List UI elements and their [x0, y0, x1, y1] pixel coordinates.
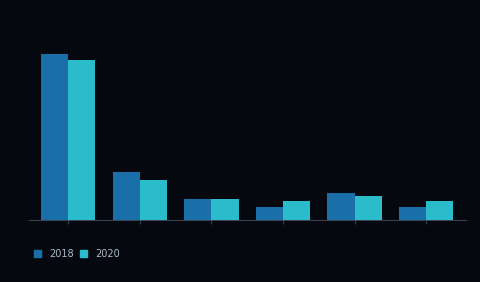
- Bar: [41, 54, 68, 220]
- Bar: [256, 207, 283, 220]
- Bar: [327, 193, 355, 220]
- Bar: [140, 180, 167, 220]
- Bar: [211, 199, 239, 220]
- Legend: 2018, 2020: 2018, 2020: [34, 249, 120, 259]
- Bar: [426, 201, 454, 220]
- Bar: [68, 60, 96, 220]
- Bar: [283, 201, 310, 220]
- Bar: [113, 172, 140, 220]
- Bar: [184, 199, 211, 220]
- Bar: [355, 196, 382, 220]
- Bar: [399, 207, 426, 220]
